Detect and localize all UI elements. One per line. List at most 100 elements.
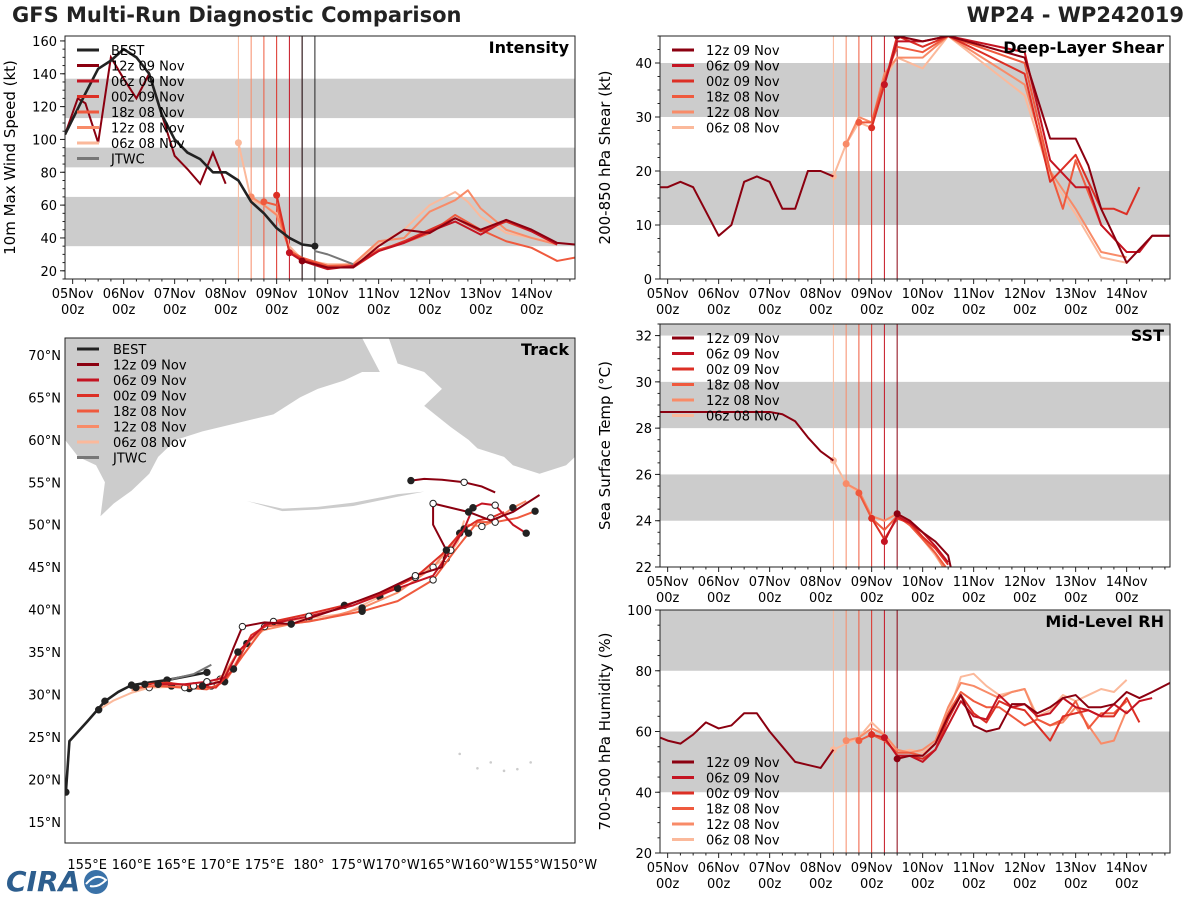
track-point-4-0 bbox=[132, 683, 140, 692]
sst-xtick-label: 09Nov bbox=[851, 575, 893, 590]
track-point-0-3 bbox=[101, 697, 109, 705]
intensity-xtick-label: 00z bbox=[520, 303, 544, 318]
rh-legend-label: 18z 08 Nov bbox=[706, 803, 780, 818]
sst-point-5-0 bbox=[893, 510, 901, 518]
sst-series-5 bbox=[896, 512, 952, 567]
shear-ytick-label: 10 bbox=[635, 219, 652, 234]
track-panel: 15°N 20°N 25°N 30°N 35°N 40°N 45°N 50°N 55°N 60°N… bbox=[28, 337, 597, 873]
intensity-xtick-label: 11Nov bbox=[358, 287, 400, 302]
shear-point-5-0 bbox=[893, 36, 901, 40]
sst-xtick-label: 00z bbox=[1013, 591, 1037, 606]
rh-xtick-label: 09Nov bbox=[851, 861, 893, 876]
intensity-point-7-19 bbox=[311, 242, 319, 250]
rh-xtick-label: 00z bbox=[758, 877, 782, 892]
sst-title: SST bbox=[1131, 326, 1164, 345]
track-title: Track bbox=[521, 340, 569, 359]
intensity-xtick-label: 07Nov bbox=[154, 287, 196, 302]
rh-xtick-label: 12Nov bbox=[1004, 861, 1046, 876]
shear-title: Deep-Layer Shear bbox=[1003, 38, 1164, 57]
sst-point-4-0 bbox=[880, 538, 888, 546]
sst-legend-label: 00z 09 Nov bbox=[706, 363, 780, 378]
shear-xtick-label: 07Nov bbox=[749, 287, 791, 302]
intensity-xtick-label: 00z bbox=[316, 303, 340, 318]
track-legend-label: 06z 09 Nov bbox=[113, 374, 187, 389]
sst-xtick-label: 14Nov bbox=[1106, 575, 1148, 590]
sst-xtick-label: 07Nov bbox=[749, 575, 791, 590]
intensity-frame bbox=[64, 35, 576, 280]
intensity-xtick-label: 05Nov bbox=[52, 287, 94, 302]
intensity-xtick-label: 00z bbox=[214, 303, 238, 318]
track-lat-label: 70°N bbox=[28, 349, 61, 364]
track-line-4 bbox=[135, 510, 536, 691]
shear-ytick-label: 0 bbox=[644, 273, 652, 288]
rh-panel: 2040608010005Nov00z06Nov00z07Nov00z08Nov… bbox=[596, 604, 1171, 892]
track-lon-label: 180° bbox=[293, 858, 324, 873]
rh-point-3-0 bbox=[868, 731, 876, 739]
rh-xtick-label: 00z bbox=[1064, 877, 1088, 892]
rh-xtick-label: 00z bbox=[860, 877, 884, 892]
island-2 bbox=[502, 769, 506, 773]
shear-xtick-label: 00z bbox=[1064, 303, 1088, 318]
intensity-point-2-0 bbox=[260, 198, 268, 206]
track-lat-label: 25°N bbox=[28, 731, 61, 746]
shear-xtick-label: 09Nov bbox=[851, 287, 893, 302]
shear-xtick-label: 08Nov bbox=[800, 287, 842, 302]
shear-xtick-label: 00z bbox=[1013, 303, 1037, 318]
track-lon-label: 150°W bbox=[553, 858, 597, 873]
sst-frame bbox=[659, 323, 1171, 568]
rh-point-5-0 bbox=[893, 755, 901, 763]
shear-plot-area bbox=[660, 36, 1170, 279]
shear-legend-label: 12z 08 Nov bbox=[706, 106, 780, 121]
track-point-7-0 bbox=[198, 682, 207, 690]
sst-band-0 bbox=[660, 474, 1170, 521]
sst-xtick-label: 00z bbox=[809, 591, 833, 606]
rh-legend-label: 12z 08 Nov bbox=[706, 818, 780, 833]
rh-xtick-label: 06Nov bbox=[698, 861, 740, 876]
sst-point-3-0 bbox=[868, 514, 876, 522]
rh-xtick-label: 00z bbox=[962, 877, 986, 892]
intensity-legend-label: 06z 09 Nov bbox=[111, 75, 185, 90]
rh-series-6 bbox=[660, 712, 835, 769]
sst-point-1-0 bbox=[842, 480, 850, 488]
sst-xtick-label: 13Nov bbox=[1055, 575, 1097, 590]
track-lon-label: 175°W bbox=[331, 858, 375, 873]
intensity-ylabel: 10m Max Wind Speed (kt) bbox=[1, 60, 19, 255]
track-point-6-0 bbox=[154, 680, 162, 688]
track-map-area bbox=[65, 338, 575, 796]
sst-band-1 bbox=[660, 381, 1170, 429]
intensity-xtick-label: 00z bbox=[367, 303, 391, 318]
intensity-xtick-label: 00z bbox=[469, 303, 493, 318]
intensity-title: Intensity bbox=[489, 38, 570, 57]
track-legend-label: 12z 09 Nov bbox=[113, 359, 187, 374]
track-lat-label: 65°N bbox=[28, 391, 61, 406]
rh-xtick-label: 13Nov bbox=[1055, 861, 1097, 876]
intensity-ytick-label: 160 bbox=[32, 35, 57, 50]
track-point-8-3 bbox=[460, 478, 468, 486]
track-lat-label: 55°N bbox=[28, 476, 61, 491]
intensity-xtick-label: 00z bbox=[418, 303, 442, 318]
island-3 bbox=[489, 761, 493, 764]
sst-series-4 bbox=[883, 515, 949, 563]
sst-ylabel: Sea Surface Temp (°C) bbox=[596, 361, 614, 530]
shear-xtick-label: 00z bbox=[758, 303, 782, 318]
track-lon-label: 165°W bbox=[420, 858, 464, 873]
track-point-7-10 bbox=[442, 546, 451, 554]
track-lon-label: 165°E bbox=[156, 858, 196, 873]
track-point-5-4 bbox=[229, 665, 238, 673]
intensity-legend-label: JTWC bbox=[110, 153, 145, 168]
sst-plot-area bbox=[660, 324, 1170, 567]
intensity-series-7 bbox=[65, 47, 316, 248]
shear-legend-label: 06z 09 Nov bbox=[706, 60, 780, 75]
track-lat-label: 40°N bbox=[28, 604, 61, 619]
intensity-xtick-label: 00z bbox=[265, 303, 289, 318]
intensity-legend-label: 12z 08 Nov bbox=[111, 122, 185, 137]
intensity-panel: 2040608010012014016005Nov00z06Nov00z07No… bbox=[1, 35, 576, 318]
shear-ytick-label: 20 bbox=[635, 165, 652, 180]
sst-legend-label: 12z 09 Nov bbox=[706, 332, 780, 347]
sst-legend-label: 12z 08 Nov bbox=[706, 394, 780, 409]
rh-legend-label: 06z 09 Nov bbox=[706, 772, 780, 787]
rh-legend-label: 00z 09 Nov bbox=[706, 787, 780, 802]
intensity-xtick-label: 14Nov bbox=[511, 287, 553, 302]
track-lon-label: 170°E bbox=[200, 858, 240, 873]
